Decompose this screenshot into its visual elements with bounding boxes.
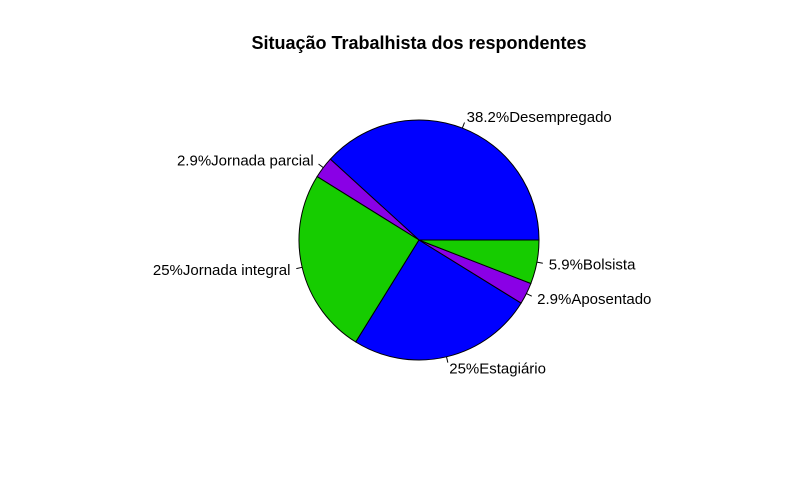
slice-label: 25%Jornada integral [153, 262, 291, 279]
leader-line [446, 356, 449, 363]
slice-label: 5.9%Bolsista [549, 256, 636, 273]
chart-title: Situação Trabalhista dos respondentes [251, 33, 586, 53]
leader-line [318, 163, 324, 168]
slice-label: 2.9%Aposentado [537, 291, 651, 308]
pie-slice [418, 239, 540, 285]
leader-line [461, 122, 465, 129]
slice-label: 25%Estagiário [449, 360, 546, 377]
pie-labels: 38.2%Desempregado 2.9%Jornada parcial 25%J… [153, 109, 652, 378]
slice-label: 38.2%Desempregado [467, 109, 612, 126]
pie-slice [355, 239, 522, 361]
leader-line [536, 261, 543, 264]
leader-line [296, 266, 303, 270]
leader-line [526, 293, 532, 297]
pie-slice [298, 175, 420, 343]
pie-slices [298, 119, 540, 361]
slice-label: 2.9%Jornada parcial [177, 152, 314, 169]
